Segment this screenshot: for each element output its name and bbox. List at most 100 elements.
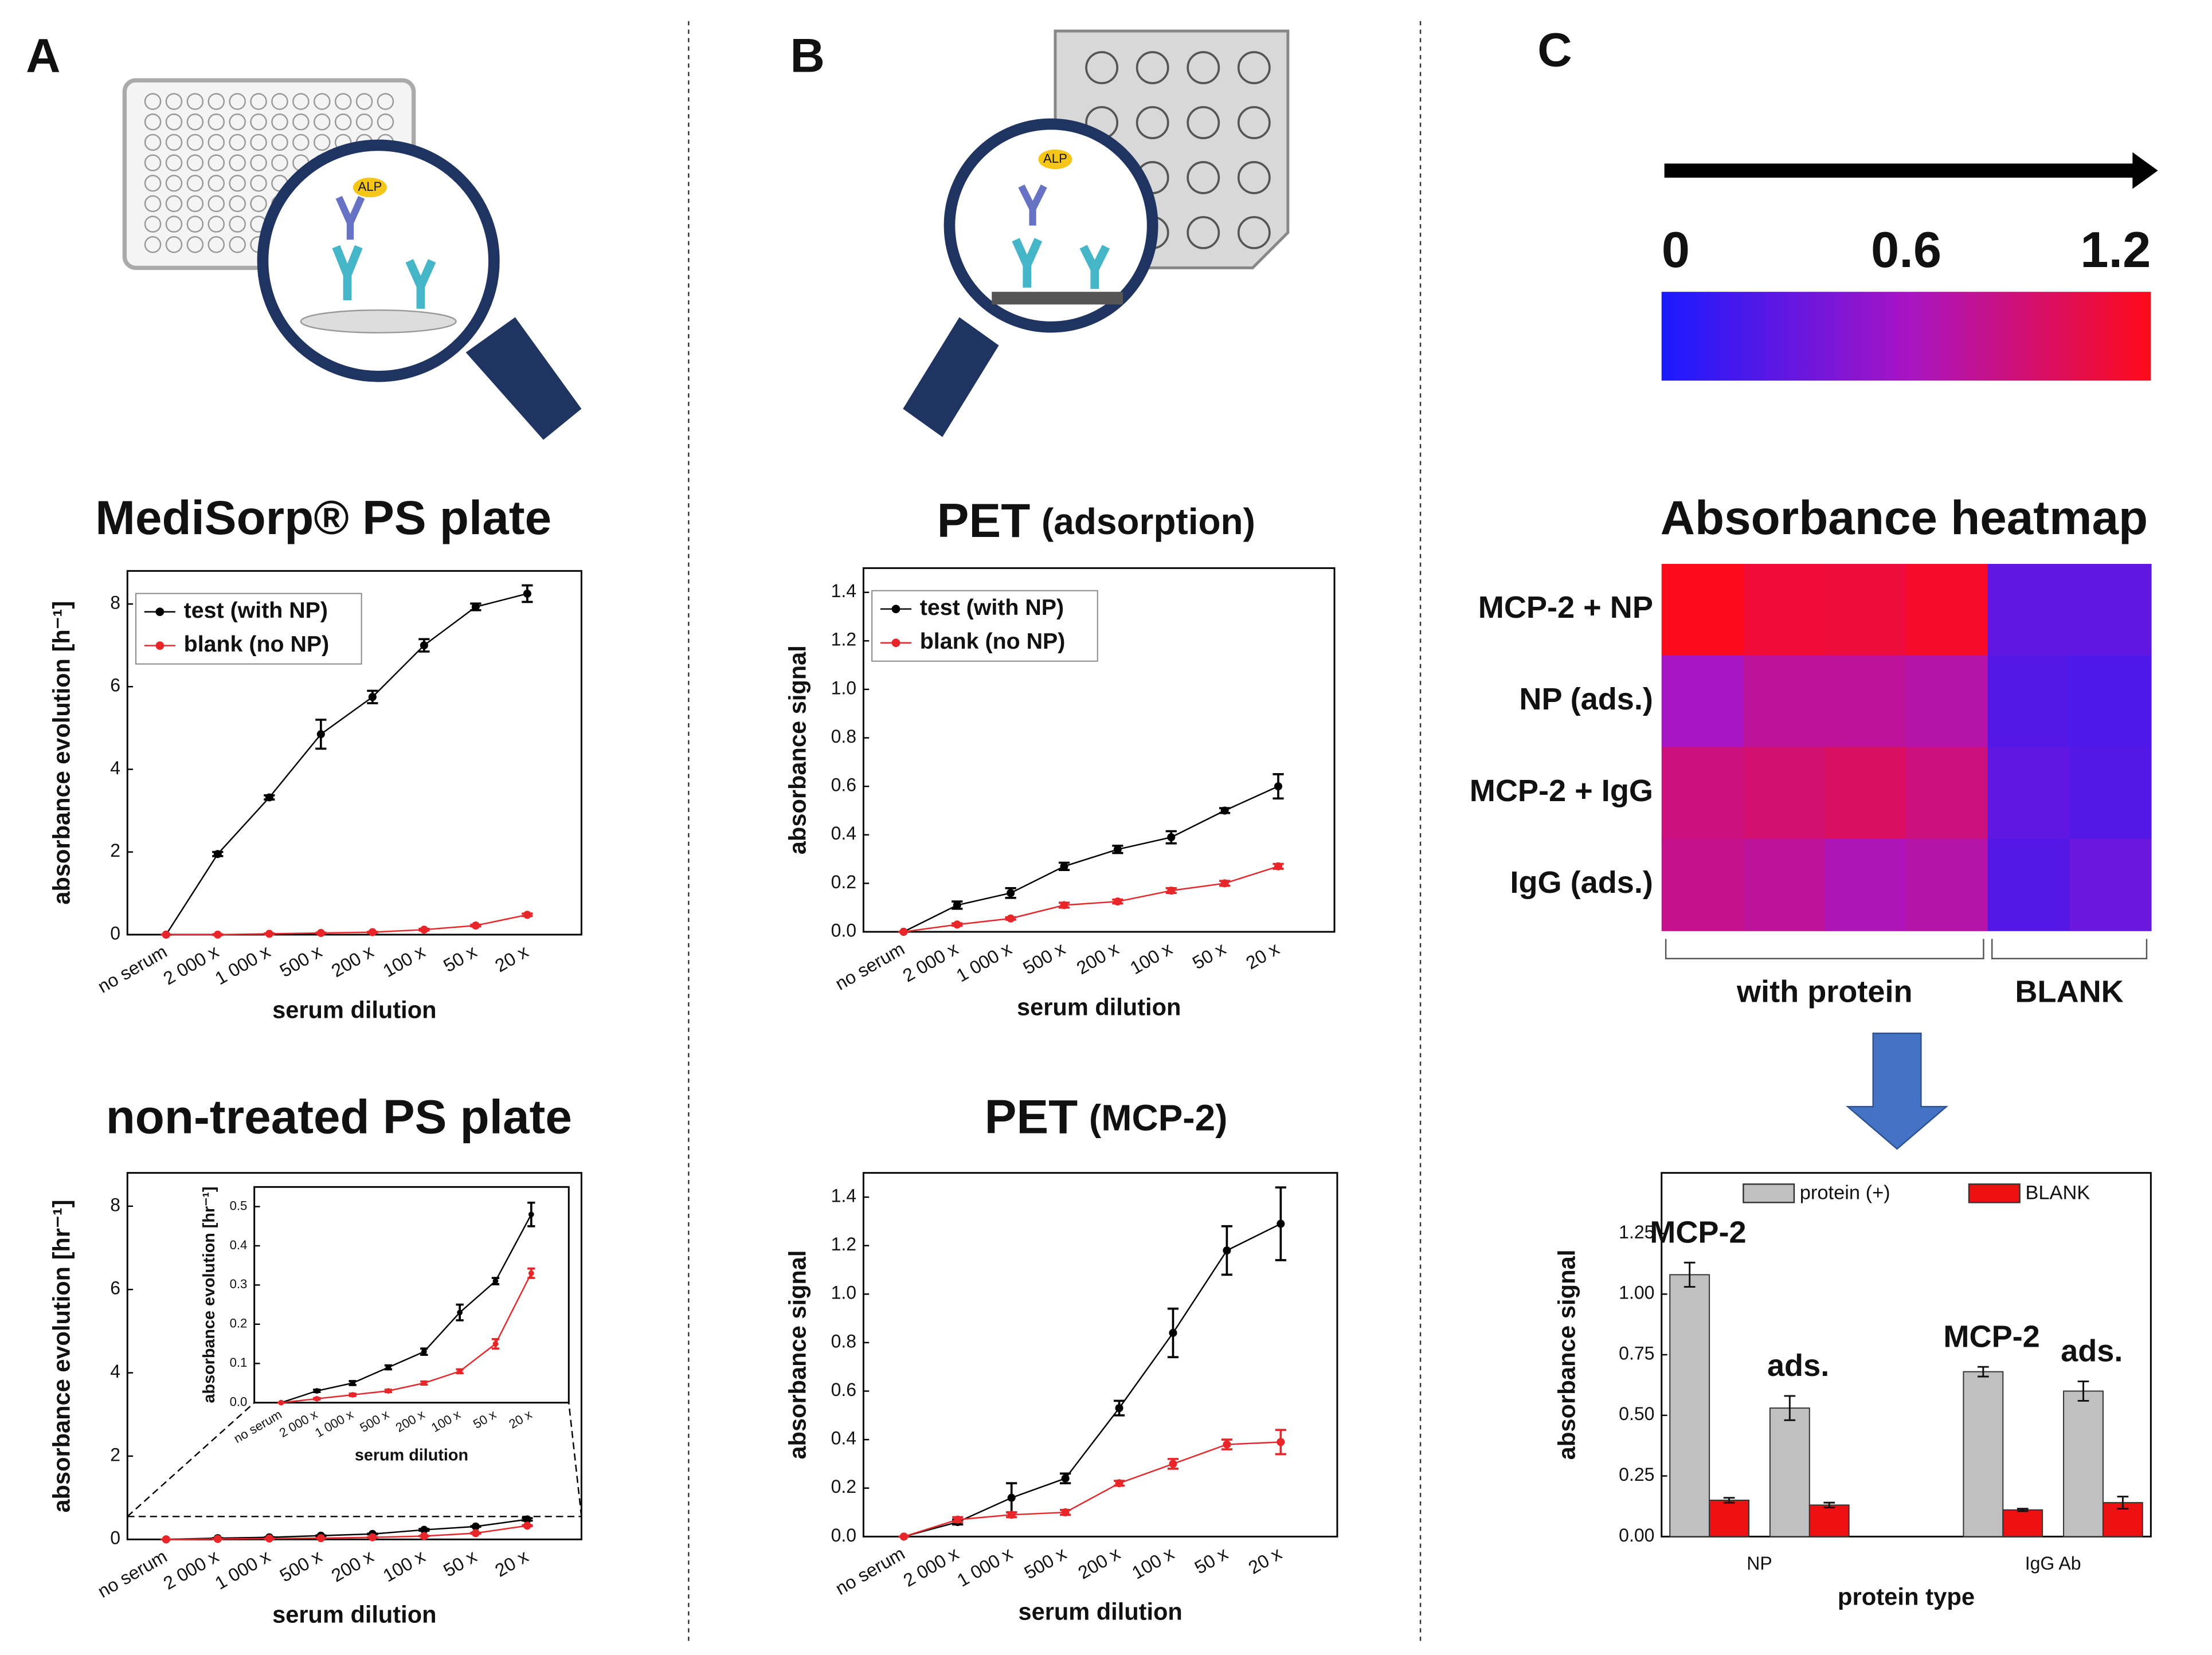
well bbox=[229, 93, 246, 110]
x-tick-label: 20 x bbox=[491, 941, 531, 976]
error-bar bbox=[1684, 1261, 1696, 1288]
enzyme bbox=[1038, 149, 1072, 170]
x-tick-label: 1 000 x bbox=[954, 1543, 1016, 1591]
well bbox=[377, 113, 394, 131]
marker bbox=[1061, 1508, 1070, 1517]
enzyme-label: ALP bbox=[1043, 151, 1067, 166]
title-main: Absorbance heatmap bbox=[1661, 491, 2148, 544]
legend-label: test (with NP) bbox=[920, 595, 1064, 620]
error-bar bbox=[1784, 1395, 1796, 1421]
marker bbox=[953, 920, 961, 929]
marker bbox=[1007, 1511, 1016, 1519]
marker bbox=[1115, 1404, 1123, 1413]
well bbox=[250, 93, 267, 110]
y-tick-label: 0.0 bbox=[230, 1395, 248, 1409]
title-note: (adsorption) bbox=[1042, 501, 1255, 542]
marker bbox=[265, 1534, 273, 1543]
marker bbox=[213, 930, 222, 939]
x-tick-label: 50 x bbox=[1191, 1543, 1231, 1578]
well bbox=[355, 113, 373, 131]
marker bbox=[278, 1399, 284, 1406]
well bbox=[208, 134, 225, 151]
heat-cell bbox=[1987, 655, 2070, 748]
heat-cell bbox=[2069, 747, 2152, 840]
marker bbox=[523, 911, 531, 919]
legend-marker bbox=[155, 641, 165, 650]
antibody bbox=[1018, 184, 1047, 226]
y-tick-label: 0.4 bbox=[831, 1428, 856, 1449]
well bbox=[229, 113, 246, 131]
well bbox=[144, 154, 162, 171]
heat-cell bbox=[1906, 655, 1989, 748]
well bbox=[292, 93, 310, 110]
well bbox=[165, 134, 183, 151]
y-tick-label: 6 bbox=[110, 675, 120, 696]
colorbar-tick-label: 0 bbox=[1662, 221, 1690, 278]
well bbox=[229, 154, 246, 171]
title-main: non-treated PS plate bbox=[106, 1090, 572, 1144]
well bbox=[271, 154, 288, 171]
well bbox=[271, 113, 288, 131]
bar-annotation: MCP-2 bbox=[1943, 1319, 2039, 1354]
marker bbox=[1167, 833, 1176, 842]
down-arrow bbox=[1846, 1032, 1948, 1150]
marker bbox=[1223, 1246, 1231, 1255]
illustration-a: ALP bbox=[122, 78, 582, 440]
y-tick-label: 0.75 bbox=[1619, 1343, 1654, 1363]
x-tick-label: 100 x bbox=[379, 1546, 429, 1586]
x-tick-label: 2 000 x bbox=[160, 941, 222, 989]
row-label: MCP-2 + NP bbox=[1478, 590, 1653, 625]
y-tick-label: 0.5 bbox=[230, 1198, 248, 1213]
marker bbox=[457, 1309, 463, 1316]
well bbox=[208, 154, 225, 171]
error-bar bbox=[2077, 1381, 2089, 1402]
marker bbox=[420, 1532, 428, 1540]
heat-cell bbox=[1743, 747, 1826, 840]
well bbox=[186, 236, 204, 253]
x-tick-label: 20 x bbox=[1245, 1543, 1285, 1578]
well bbox=[186, 195, 204, 213]
well bbox=[186, 175, 204, 192]
group-label: with protein bbox=[1736, 975, 1913, 1009]
well bbox=[165, 215, 183, 233]
y-tick-label: 0.8 bbox=[831, 726, 856, 747]
x-tick-label: 2 000 x bbox=[900, 1543, 962, 1591]
y-tick-label: 0 bbox=[110, 923, 120, 943]
well bbox=[144, 215, 162, 233]
well bbox=[144, 195, 162, 213]
y-tick-label: 0.6 bbox=[831, 1379, 856, 1400]
bar bbox=[1808, 1504, 1850, 1538]
well bbox=[165, 195, 183, 213]
illustration-b: ALP bbox=[903, 29, 1290, 437]
series-line bbox=[165, 593, 528, 935]
heat-cell bbox=[2069, 563, 2152, 657]
y-tick-label: 0.3 bbox=[230, 1277, 248, 1291]
heat-cell bbox=[1906, 838, 1989, 931]
y-axis-label: absorbance signal bbox=[784, 645, 811, 854]
title-note: (MCP-2) bbox=[1089, 1097, 1228, 1139]
zoom-guide bbox=[127, 1402, 582, 1517]
well bbox=[271, 93, 288, 110]
marker bbox=[953, 901, 961, 909]
x-tick-label: no serum bbox=[94, 1546, 170, 1602]
well bbox=[144, 93, 162, 110]
well bbox=[292, 134, 310, 151]
series-line bbox=[166, 1525, 528, 1540]
marker bbox=[265, 793, 273, 802]
marker bbox=[213, 850, 222, 858]
bar bbox=[1963, 1371, 2004, 1538]
well bbox=[144, 134, 162, 151]
y-tick-label: 1.4 bbox=[831, 1185, 856, 1206]
title-main: MediSorp® PS plate bbox=[95, 491, 551, 544]
well bbox=[165, 113, 183, 131]
marker bbox=[162, 1535, 170, 1544]
y-tick-label: 1.25 bbox=[1619, 1222, 1654, 1242]
x-tick-label: 200 x bbox=[328, 1546, 377, 1586]
well bbox=[165, 175, 183, 192]
marker bbox=[1167, 887, 1176, 895]
x-tick-label: 200 x bbox=[1073, 938, 1122, 978]
well bbox=[229, 175, 246, 192]
x-tick-label: 50 x bbox=[1189, 938, 1229, 973]
well bbox=[1237, 215, 1271, 249]
